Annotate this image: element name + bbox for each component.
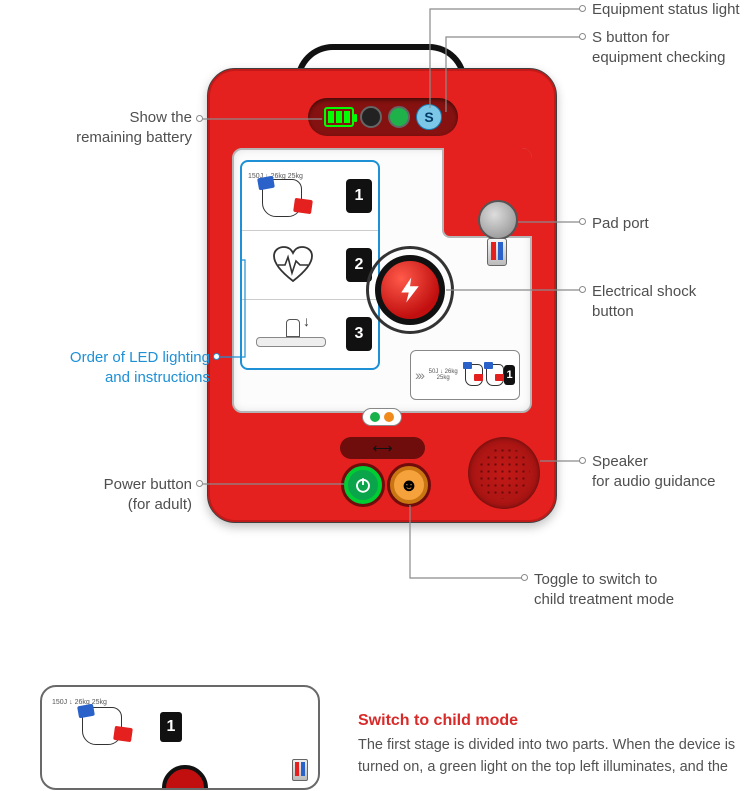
snippet-step1-number: 1 <box>160 712 182 742</box>
label-power: Power button(for adult) <box>60 475 192 516</box>
callout-dot <box>196 115 203 122</box>
callout-dot <box>579 218 586 225</box>
child-spec-text: 50J ↓ 26kg 25kg <box>426 369 460 381</box>
snippet-step-1: 150J ↓ 26kg 25kg 1 <box>52 697 308 757</box>
callout-dot <box>521 574 528 581</box>
label-speaker: Speakerfor audio guidance <box>592 452 715 493</box>
arc-icon: ››› <box>415 367 423 383</box>
child-torso-icon <box>484 360 501 390</box>
snippet-shock-icon <box>162 765 208 790</box>
label-toggle-child: Toggle to switch tochild treatment mode <box>534 570 674 611</box>
heart-icon <box>270 245 316 285</box>
step3-number: 3 <box>346 317 372 351</box>
step1-art: 150J ↓ 26kg 25kg <box>248 171 338 221</box>
step-1: 150J ↓ 26kg 25kg 1 <box>242 162 378 230</box>
step-3: ↓ 3 <box>242 299 378 368</box>
section-title: Switch to child mode <box>358 712 518 730</box>
equipment-status-light-icon <box>388 106 410 128</box>
led-instruction-steps: 150J ↓ 26kg 25kg 1 2 ↓ 3 <box>240 160 380 370</box>
callout-dot <box>579 286 586 293</box>
callout-dot <box>579 33 586 40</box>
label-battery: Show theremaining battery <box>50 108 192 149</box>
callout-dot <box>579 5 586 12</box>
child-mode-toggle-button[interactable]: ☻ <box>390 466 428 504</box>
child-strip-number: 1 <box>504 365 515 385</box>
step-2: 2 <box>242 230 378 299</box>
top-indicator-well: S <box>308 98 458 136</box>
step3-art: ↓ <box>248 309 338 359</box>
speaker-grille <box>468 437 540 509</box>
child-torso-icon <box>463 360 480 390</box>
status-led-dark <box>360 106 382 128</box>
bottom-snippet-card: 150J ↓ 26kg 25kg 1 <box>40 685 320 790</box>
section-body: The first stage is divided into two part… <box>358 735 738 779</box>
label-equipment-status: Equipment status light <box>592 0 740 20</box>
child-mode-strip: ››› 50J ↓ 26kg 25kg 1 <box>410 350 520 400</box>
label-pad-port: Pad port <box>592 214 649 234</box>
callout-dot <box>579 457 586 464</box>
electrical-shock-button[interactable] <box>375 255 445 325</box>
label-s-button: S button forequipment checking <box>592 28 725 69</box>
down-arrow-icon: ↓ <box>303 313 310 329</box>
snippet-plug-icon <box>292 759 308 781</box>
s-button[interactable]: S <box>416 104 442 130</box>
callout-dot <box>196 480 203 487</box>
mode-slider-slot: ⟷ <box>340 437 425 459</box>
battery-icon <box>324 107 354 127</box>
two-led-indicator <box>362 408 402 426</box>
pad-plug-icon <box>487 238 507 266</box>
step2-art <box>248 240 338 290</box>
bolt-icon <box>395 275 425 305</box>
diagram-stage: S 150J ↓ 26kg 25kg 1 2 ↓ 3 <box>0 0 750 791</box>
pad-port[interactable] <box>478 200 518 240</box>
label-led-order: Order of LED lightingand instructions <box>10 348 210 389</box>
slider-arrow-icon: ⟷ <box>372 440 392 457</box>
label-shock: Electrical shockbutton <box>592 282 696 323</box>
child-face-icon: ☻ <box>400 475 419 496</box>
callout-dot <box>213 353 220 360</box>
step1-number: 1 <box>346 179 372 213</box>
power-icon <box>354 476 372 494</box>
power-button[interactable] <box>344 466 382 504</box>
